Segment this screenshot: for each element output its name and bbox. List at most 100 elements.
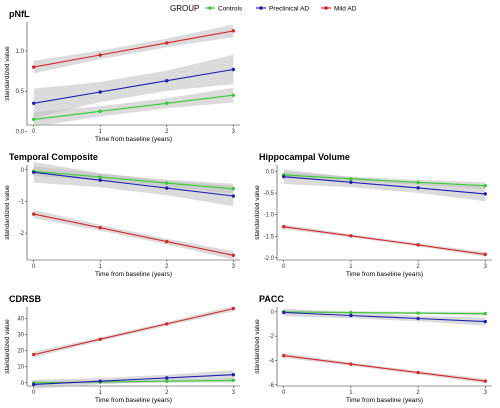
y-tick-label: -2: [269, 334, 275, 340]
y-tick-label: -1.5: [264, 234, 275, 240]
data-point: [349, 362, 353, 366]
data-point: [165, 79, 169, 83]
y-tick-label: 20: [17, 349, 24, 355]
x-axis-title: Time from baseline (years): [95, 397, 172, 404]
data-point: [282, 353, 286, 358]
data-point: [282, 310, 286, 315]
panel: PACC 0 -2 -4 -6 0 1 2 3 Time from baseline (years…: [254, 294, 492, 404]
x-axis-title: Time from baseline (years): [95, 271, 172, 278]
series-line: [33, 30, 234, 68]
y-tick-label: -4: [269, 358, 275, 364]
series-line: [33, 170, 234, 190]
data-point: [98, 226, 102, 230]
data-point: [416, 180, 420, 184]
data-point: [165, 376, 169, 380]
panel-title: PACC: [259, 294, 284, 304]
data-point: [31, 352, 36, 357]
y-tick-label: 30: [17, 332, 24, 338]
legend-swatch-dot: [324, 6, 328, 10]
panel: Hippocampal Volume 0.0 -0.5 -1.0 -1.5 -2.0 0 1 2…: [254, 152, 492, 278]
x-tick-label: 1: [99, 129, 103, 135]
y-tick-label: -2: [19, 231, 25, 237]
y-tick-label: -2.0: [264, 256, 275, 262]
data-point: [31, 117, 36, 122]
data-point: [231, 253, 236, 257]
series-line: [283, 226, 486, 255]
y-tick-label: 0.5: [16, 89, 25, 95]
x-tick-label: 3: [232, 390, 236, 396]
data-point: [483, 192, 487, 196]
panel: Temporal Composite 0 -1 -2 0 1 2 3 Time from bas…: [4, 152, 240, 278]
legend-swatch-dot: [208, 6, 212, 10]
data-point: [416, 243, 420, 247]
y-axis-title: standardized value: [254, 185, 261, 240]
legend-item: Preclinical AD: [256, 5, 309, 12]
x-tick-label: 1: [349, 390, 353, 396]
x-tick-label: 2: [416, 264, 420, 270]
data-point: [98, 178, 102, 182]
data-point: [231, 194, 236, 198]
data-point: [98, 337, 102, 341]
data-point: [165, 101, 169, 105]
x-tick-label: 0: [282, 264, 286, 270]
y-axis-title: standardized value: [4, 46, 11, 101]
series-line: [33, 171, 234, 197]
data-point: [165, 186, 169, 190]
y-tick-label: -0.5: [264, 191, 275, 197]
data-point: [483, 252, 487, 257]
x-tick-label: 0: [32, 129, 36, 135]
x-tick-label: 3: [232, 129, 236, 135]
data-point: [165, 41, 169, 45]
panel-title: Hippocampal Volume: [259, 152, 350, 162]
y-axis-title: standardized value: [4, 185, 11, 240]
data-point: [31, 170, 36, 174]
series-line: [283, 311, 486, 323]
x-axis-title: Time from baseline (years): [346, 271, 423, 278]
legend: GROUP Controls Preclinical AD Mild AD: [170, 4, 357, 13]
data-point: [31, 101, 36, 105]
x-tick-label: 2: [165, 390, 169, 396]
y-tick-label: -1: [19, 199, 25, 205]
x-axis-title: Time from baseline (years): [95, 136, 172, 143]
data-point: [416, 316, 420, 321]
data-point: [231, 93, 236, 97]
panel-title: CDRSB: [9, 294, 42, 304]
panel-title: pNfL: [9, 9, 30, 19]
panel: pNfL 0.0 0.5 1.0 0 1 2 3 Time from baseline (yea…: [4, 9, 240, 143]
data-point: [231, 187, 236, 191]
data-point: [231, 306, 236, 311]
data-point: [483, 379, 487, 383]
data-point: [165, 379, 169, 383]
x-tick-label: 2: [165, 264, 169, 270]
data-point: [31, 382, 36, 387]
x-tick-label: 2: [416, 390, 420, 396]
data-point: [349, 313, 353, 318]
data-point: [483, 319, 487, 324]
y-axis-title: standardized value: [254, 319, 261, 374]
y-tick-label: 0: [271, 310, 275, 316]
y-tick-label: 0: [21, 381, 25, 387]
legend-title: GROUP: [170, 4, 199, 13]
x-tick-label: 1: [99, 264, 103, 270]
x-tick-label: 0: [32, 390, 36, 396]
data-point: [231, 373, 236, 377]
data-point: [231, 67, 236, 72]
x-axis-title: Time from baseline (years): [346, 397, 423, 404]
series-line: [33, 94, 234, 120]
x-tick-label: 1: [99, 390, 103, 396]
data-point: [416, 370, 420, 375]
data-point: [98, 109, 102, 114]
y-tick-label: 0.0: [266, 169, 275, 175]
series-line: [33, 68, 234, 104]
data-point: [31, 65, 36, 69]
x-tick-label: 3: [232, 264, 236, 270]
data-point: [282, 225, 286, 229]
series-line: [283, 174, 486, 187]
data-point: [349, 180, 353, 184]
x-tick-label: 0: [282, 390, 286, 396]
data-point: [231, 378, 236, 383]
data-point: [31, 212, 36, 216]
data-point: [349, 177, 353, 181]
data-point: [165, 181, 169, 185]
legend-item: Mild AD: [321, 5, 357, 12]
